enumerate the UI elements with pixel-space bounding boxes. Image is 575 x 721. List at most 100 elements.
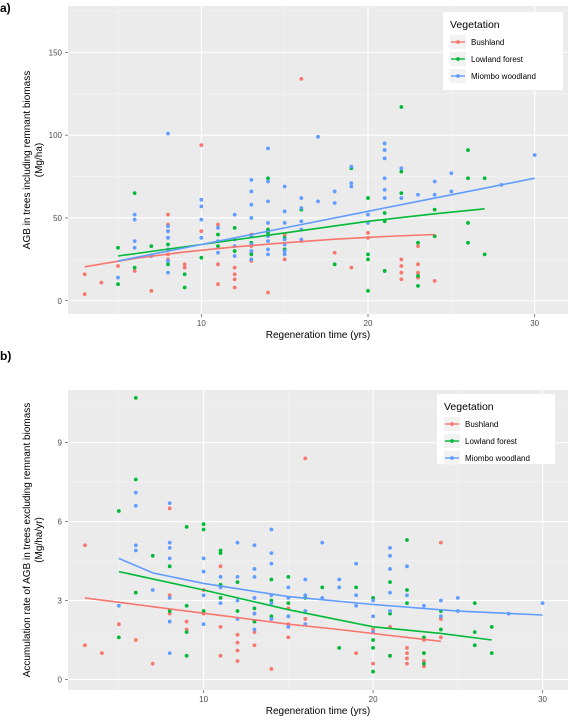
data-point <box>282 221 287 225</box>
data-point <box>266 290 270 295</box>
data-point <box>116 622 121 627</box>
data-point <box>388 609 392 613</box>
data-point <box>166 262 170 267</box>
data-point <box>371 627 375 632</box>
data-point <box>349 184 354 189</box>
legend-label: Lowland forest <box>471 55 524 64</box>
x-tick-label: 10 <box>197 319 206 328</box>
data-point <box>201 622 206 627</box>
legend-label: Lowland forest <box>465 437 518 446</box>
data-point <box>399 169 404 174</box>
x-tick-label: 30 <box>530 319 539 328</box>
legend: Vegetation Bushland Lowland forest Miombo w… <box>437 394 555 465</box>
data-point <box>299 76 304 81</box>
data-point <box>286 624 291 629</box>
data-point <box>382 141 387 146</box>
data-point <box>316 134 320 139</box>
data-point <box>266 146 270 151</box>
data-point <box>252 567 257 571</box>
data-point <box>540 601 545 606</box>
series-lowland-forest <box>116 395 494 674</box>
data-point <box>269 667 274 671</box>
data-point <box>269 617 274 621</box>
data-point <box>133 490 138 495</box>
data-point <box>303 609 308 613</box>
panel-label: b) <box>0 349 11 363</box>
trend-line <box>118 557 543 616</box>
data-point <box>399 270 404 275</box>
trend-line <box>117 208 485 257</box>
data-point <box>366 230 370 235</box>
data-point <box>482 252 487 257</box>
data-point <box>366 257 370 262</box>
data-point <box>366 252 370 257</box>
data-point <box>218 551 223 556</box>
data-point <box>199 143 204 147</box>
data-point <box>216 262 220 267</box>
data-point <box>416 244 420 249</box>
data-point <box>455 595 460 600</box>
trend-line <box>118 570 492 641</box>
data-point <box>99 280 104 285</box>
data-point <box>269 601 274 606</box>
data-point <box>299 206 304 210</box>
data-point <box>184 524 189 529</box>
data-point <box>405 588 409 592</box>
data-point <box>166 131 170 136</box>
data-point <box>116 603 121 608</box>
data-point <box>232 249 237 253</box>
data-point <box>199 197 204 202</box>
data-point <box>371 595 375 600</box>
data-point <box>371 614 375 619</box>
y-tick-label: 100 <box>49 131 63 140</box>
data-point <box>235 609 240 613</box>
data-point <box>166 224 170 229</box>
data-point <box>249 202 254 207</box>
legend-key-point <box>456 74 460 78</box>
data-point <box>303 593 308 598</box>
data-point <box>249 252 254 257</box>
data-point <box>282 237 287 242</box>
data-point <box>432 278 437 283</box>
data-point <box>166 270 170 275</box>
data-point <box>116 635 121 640</box>
data-point <box>466 240 470 245</box>
data-point <box>116 264 120 268</box>
data-point <box>371 638 375 642</box>
data-point <box>366 212 370 217</box>
legend-key-point <box>456 40 460 44</box>
data-point <box>382 196 387 200</box>
data-point <box>249 216 254 220</box>
data-point <box>472 601 477 606</box>
data-point <box>354 593 359 598</box>
y-tick-label: 0 <box>58 675 63 684</box>
data-point <box>282 257 287 262</box>
data-point <box>438 598 443 603</box>
data-point <box>316 199 320 204</box>
data-point <box>438 617 443 621</box>
data-point <box>422 664 426 669</box>
data-point <box>282 209 287 214</box>
data-point <box>388 545 392 550</box>
data-point <box>216 222 220 227</box>
data-point <box>167 564 172 569</box>
data-point <box>82 272 87 277</box>
data-point <box>438 635 443 640</box>
data-point <box>422 603 426 608</box>
data-point <box>182 272 187 277</box>
trend-line <box>117 177 535 262</box>
data-point <box>218 624 223 629</box>
data-point <box>332 250 337 255</box>
legend-label: Bushland <box>471 38 504 47</box>
data-point <box>167 501 172 506</box>
data-point <box>218 601 223 606</box>
data-point <box>235 659 240 663</box>
data-point <box>332 201 337 205</box>
data-point <box>184 627 189 632</box>
data-point <box>166 229 170 234</box>
data-point <box>201 527 206 532</box>
data-point <box>166 259 170 263</box>
y-axis-title-line: Accumulation rate of AGB in trees exclud… <box>22 403 33 678</box>
data-point <box>167 595 172 600</box>
data-point <box>399 257 404 262</box>
